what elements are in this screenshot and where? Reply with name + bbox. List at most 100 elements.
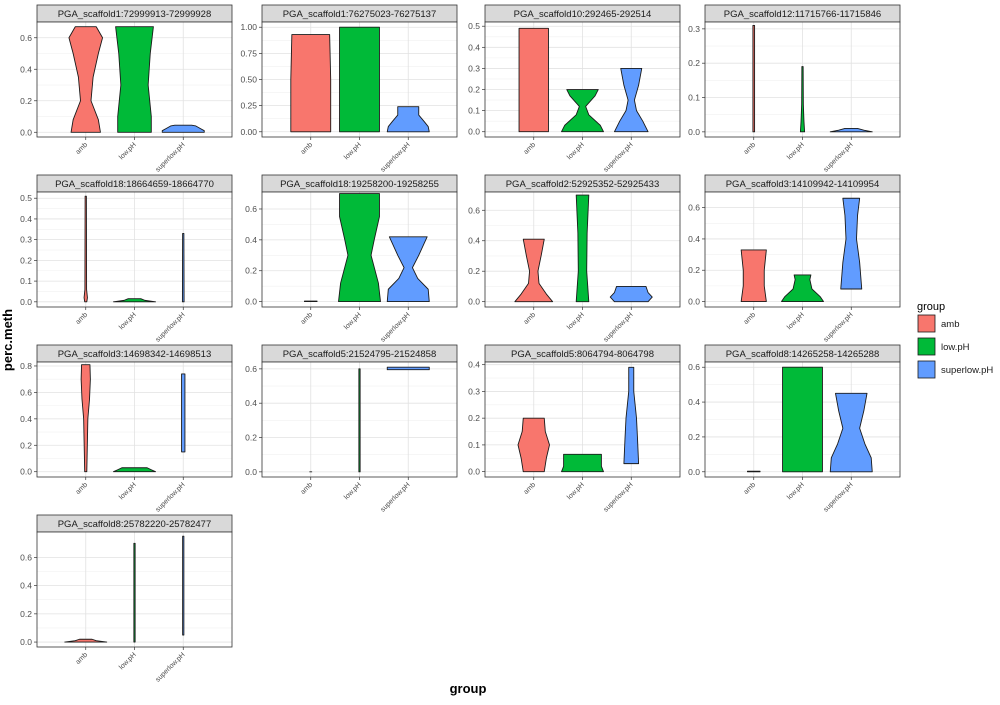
violin-low-pH [562, 454, 604, 471]
x-tick-label: low.pH [343, 311, 363, 331]
x-tick-label: superlow.pH [379, 481, 411, 513]
y-tick-label: 0.2 [468, 85, 480, 95]
x-tick-label: superlow.pH [154, 481, 186, 513]
y-axis-title: perc.meth [0, 309, 15, 371]
panel: PGA_scaffold8:25782220-257824770.00.20.4… [20, 515, 232, 684]
legend-key-superlow-pH [918, 361, 935, 378]
y-tick-label: 1.00 [240, 22, 257, 32]
y-tick-label: 0.4 [20, 214, 32, 224]
violin-low-pH [134, 543, 135, 642]
y-tick-label: 0.6 [20, 33, 32, 43]
y-tick-label: 0.50 [240, 75, 257, 85]
violin-low-pH [340, 27, 380, 132]
x-tick-label: low.pH [566, 311, 586, 331]
panel: PGA_scaffold3:14698342-146985130.00.20.4… [20, 345, 232, 514]
x-tick-label: low.pH [566, 481, 586, 501]
y-tick-label: 0.6 [20, 552, 32, 562]
panel-title: PGA_scaffold12:11715766-11715846 [724, 9, 881, 20]
y-tick-label: 0.1 [688, 93, 700, 103]
x-tick-label: superlow.pH [379, 141, 411, 173]
panel: PGA_scaffold10:292465-2925140.00.10.20.3… [468, 5, 680, 174]
x-tick-label: amb [300, 311, 315, 326]
y-tick-label: 0.2 [245, 266, 257, 276]
x-tick-label: amb [75, 651, 90, 666]
panel-title: PGA_scaffold1:76275023-76275137 [283, 9, 437, 20]
violin-superlow-pH [610, 286, 652, 301]
x-tick-label: superlow.pH [822, 141, 854, 173]
violin-superlow-pH [387, 367, 429, 370]
y-tick-label: 0.2 [468, 266, 480, 276]
x-tick-label: low.pH [343, 141, 363, 161]
x-tick-label: amb [75, 141, 90, 156]
panel: PGA_scaffold1:72999913-729999280.00.20.4… [20, 5, 232, 174]
panel: PGA_scaffold2:52925352-529254330.00.20.4… [468, 175, 680, 344]
legend-label: low.pH [941, 342, 970, 353]
panel-title: PGA_scaffold1:72999913-72999928 [58, 9, 212, 20]
y-tick-label: 0.0 [468, 467, 480, 477]
y-tick-label: 0.3 [468, 386, 480, 396]
panel-title: PGA_scaffold10:292465-292514 [514, 9, 652, 20]
violin-superlow-pH [182, 233, 184, 301]
y-tick-label: 0.8 [20, 361, 32, 371]
panel-title: PGA_scaffold5:8064794-8064798 [511, 349, 654, 360]
legend-key-amb [918, 315, 935, 332]
violin-low-pH [114, 468, 156, 472]
x-tick-label: low.pH [118, 311, 138, 331]
y-tick-label: 0.5 [468, 21, 480, 31]
y-tick-label: 0.4 [20, 581, 32, 591]
panel: PGA_scaffold18:18664659-18664770 0.0 0.1 0.… [20, 175, 232, 344]
y-tick-label: 0.2 [245, 433, 257, 443]
y-tick-label: 0.2 [20, 255, 32, 265]
x-tick-label: amb [523, 481, 538, 496]
x-tick-label: superlow.pH [822, 481, 854, 513]
y-tick-label: 0.6 [245, 204, 257, 214]
y-tick-label: 0.0 [20, 127, 32, 137]
panel-title: PGA_scaffold5:21524795-21524858 [283, 349, 437, 360]
y-tick-label: 0.0 [20, 637, 32, 647]
y-tick-label: 0.2 [20, 440, 32, 450]
panel: PGA_scaffold5:8064794-8064798 0.0 0.1 0.2 0.… [468, 345, 680, 514]
panel-title: PGA_scaffold2:52925352-52925433 [506, 179, 660, 190]
x-tick-label: superlow.pH [602, 141, 634, 173]
x-tick-label: amb [75, 481, 90, 496]
panel-title: PGA_scaffold18:18664659-18664770 [55, 179, 214, 190]
y-tick-label: 0.2 [468, 413, 480, 423]
violin-amb [753, 25, 755, 131]
x-tick-label: amb [300, 481, 315, 496]
y-tick-label: 0.6 [688, 203, 700, 213]
violin-low-pH [116, 27, 154, 133]
y-tick-label: 0.3 [688, 24, 700, 34]
y-tick-label: 0.25 [240, 101, 257, 111]
x-tick-label: amb [743, 141, 758, 156]
panel: PGA_scaffold5:21524795-215248580.00.20.4… [245, 345, 457, 514]
y-tick-label: 0.1 [20, 276, 32, 286]
y-tick-label: 0.0 [20, 297, 32, 307]
y-tick-label: 0.6 [468, 205, 480, 215]
panel: PGA_scaffold8:14265258-142652880.00.20.4… [688, 345, 900, 514]
x-tick-label: superlow.pH [379, 311, 411, 343]
violin-amb [519, 28, 548, 131]
x-tick-label: low.pH [786, 311, 806, 331]
x-tick-label: superlow.pH [154, 311, 186, 343]
x-tick-label: amb [75, 311, 90, 326]
x-tick-label: low.pH [118, 651, 138, 671]
violin-superlow-pH [183, 536, 184, 635]
x-tick-label: superlow.pH [602, 311, 634, 343]
y-tick-label: 0.6 [20, 387, 32, 397]
y-tick-label: 0.2 [20, 609, 32, 619]
legend-title: group [917, 301, 945, 313]
y-tick-label: 0.2 [688, 265, 700, 275]
y-tick-label: 0.1 [468, 440, 480, 450]
violin-amb [747, 471, 760, 472]
x-tick-label: superlow.pH [822, 311, 854, 343]
y-tick-label: 0.3 [468, 63, 480, 73]
panel-title: PGA_scaffold3:14109942-14109954 [726, 179, 880, 190]
y-tick-label: 0.2 [688, 432, 700, 442]
y-tick-label: 0.2 [688, 58, 700, 68]
x-tick-label: low.pH [343, 481, 363, 501]
legend-key-low-pH [918, 338, 935, 355]
panel: PGA_scaffold1:76275023-762751370.000.250… [240, 5, 457, 174]
x-tick-label: low.pH [566, 141, 586, 161]
x-tick-label: amb [743, 311, 758, 326]
